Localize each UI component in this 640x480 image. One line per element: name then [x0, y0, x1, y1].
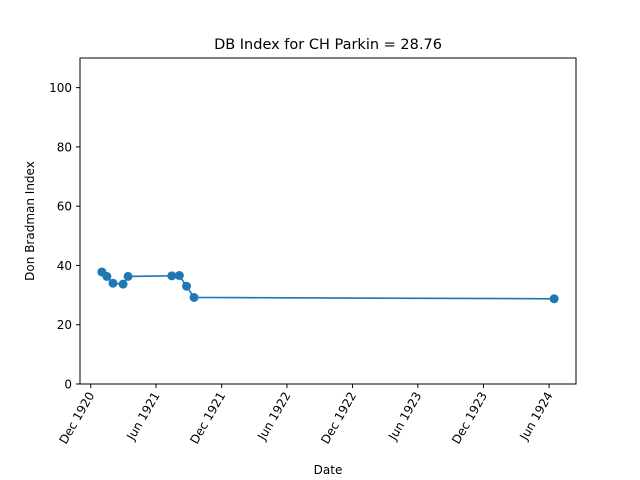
y-axis-label: Don Bradman Index [23, 161, 37, 281]
y-tick-label: 20 [57, 318, 72, 332]
chart-title: DB Index for CH Parkin = 28.76 [214, 37, 442, 53]
x-tick-label: Jun 1921 [123, 390, 162, 444]
y-tick-label: 80 [57, 140, 72, 154]
series-line [101, 271, 555, 300]
data-point [549, 294, 559, 304]
data-point [108, 278, 118, 288]
x-tick-label: Dec 1922 [318, 390, 359, 447]
y-tick-label: 100 [49, 81, 72, 95]
x-axis-label: Date [314, 463, 343, 477]
data-point [182, 281, 192, 291]
plot-frame [79, 57, 577, 385]
data-point [118, 279, 128, 289]
x-tick-label: Dec 1920 [56, 390, 97, 447]
x-tick-label: Jun 1923 [385, 390, 424, 444]
data-point [174, 271, 184, 281]
data-point [189, 292, 199, 302]
data-point [123, 271, 133, 281]
x-tick-label: Jun 1922 [254, 390, 293, 444]
y-tick-label: 60 [57, 200, 72, 214]
x-tick-label: Dec 1923 [449, 390, 490, 447]
x-tick-label: Jun 1924 [517, 390, 556, 444]
y-tick-label: 40 [57, 259, 72, 273]
data-point [102, 271, 112, 281]
data-point [167, 271, 177, 281]
y-tick-label: 0 [64, 378, 72, 392]
x-tick-label: Dec 1921 [187, 390, 228, 447]
